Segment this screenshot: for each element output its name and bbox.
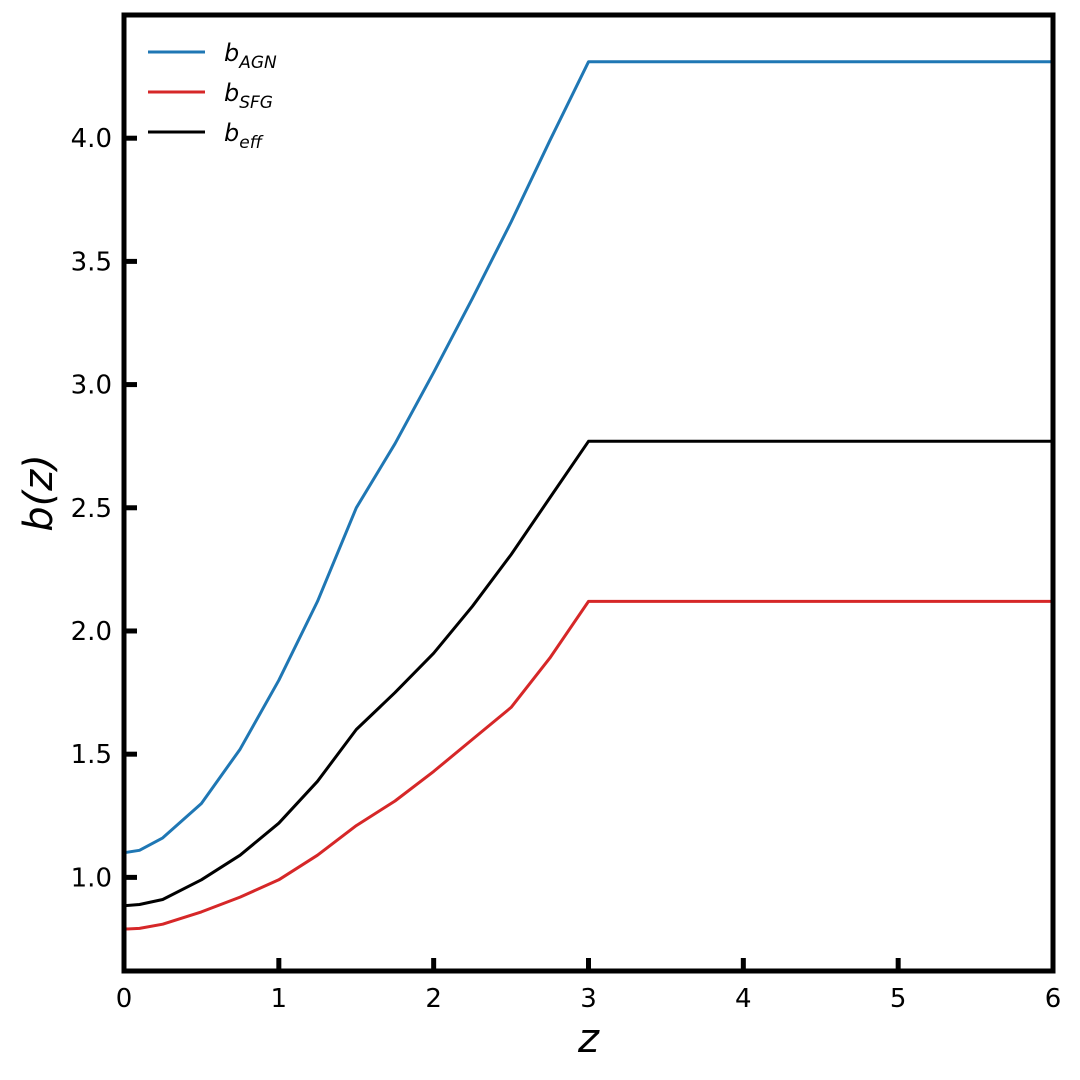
legend-entry-main: b bbox=[224, 119, 239, 147]
x-tick-label: 2 bbox=[425, 984, 442, 1014]
legend-entry-sfg: bSFG bbox=[224, 79, 273, 113]
legend-entry-eff: beff bbox=[224, 119, 264, 153]
y-tick-label: 1.5 bbox=[71, 740, 112, 770]
x-tick-label: 0 bbox=[116, 984, 133, 1014]
x-tick-label: 6 bbox=[1045, 984, 1062, 1014]
legend-entry-agn: bAGN bbox=[224, 39, 277, 73]
x-tick-label: 5 bbox=[890, 984, 907, 1014]
y-tick-label: 1.0 bbox=[71, 863, 112, 893]
y-tick-label: 4.0 bbox=[71, 124, 112, 154]
y-tick-label: 2.5 bbox=[71, 494, 112, 524]
x-tick-label: 4 bbox=[735, 984, 752, 1014]
legend-entry-main: b bbox=[224, 79, 239, 107]
y-tick-label: 3.0 bbox=[71, 371, 112, 401]
plot-frame bbox=[121, 12, 1056, 974]
series-layer bbox=[122, 60, 1055, 931]
x-axis-label: z bbox=[577, 1016, 600, 1062]
legend-entry-main: b bbox=[224, 39, 239, 67]
legend-entry-subscript: SFG bbox=[239, 93, 273, 113]
series-line-sfg bbox=[122, 599, 1055, 931]
legend-entry-subscript: eff bbox=[239, 133, 263, 153]
y-tick-label: 2.0 bbox=[71, 617, 112, 647]
series-line-eff bbox=[122, 439, 1055, 908]
y-tick-label: 3.5 bbox=[71, 247, 112, 277]
x-tick-label: 1 bbox=[271, 984, 288, 1014]
x-tick-label: 3 bbox=[580, 984, 597, 1014]
y-axis-ticks: 1.0 1.5 2.0 2.5 3.0 3.5 4.0 bbox=[71, 124, 137, 893]
series-line-agn bbox=[122, 60, 1055, 855]
legend-entry-subscript: AGN bbox=[238, 53, 277, 73]
x-axis-ticks: 0 1 2 3 4 5 6 bbox=[116, 958, 1062, 1014]
y-axis-label: b(z) bbox=[16, 454, 62, 532]
